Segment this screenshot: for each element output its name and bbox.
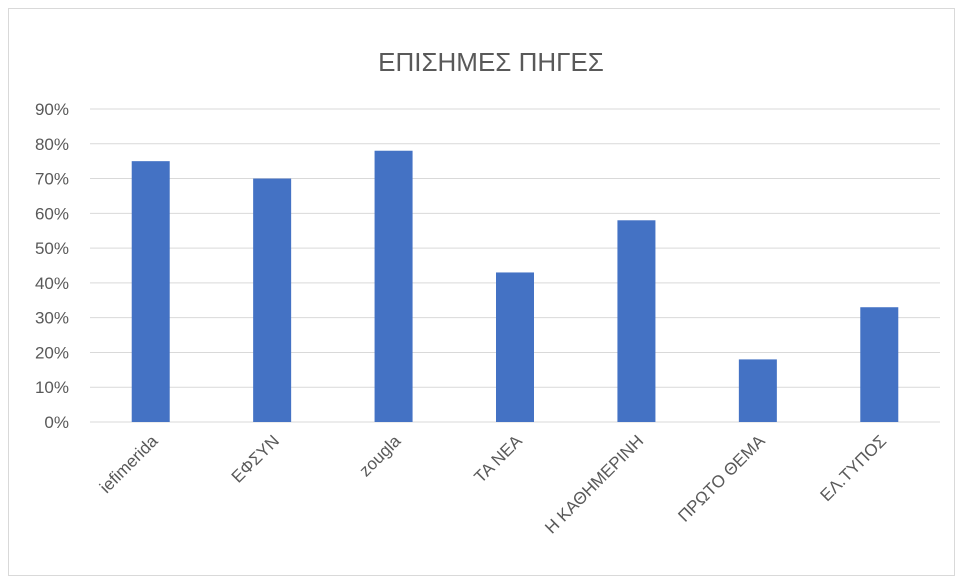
x-category-label: ΤΑ ΝΕΑ bbox=[471, 431, 527, 487]
x-axis-labels: iefimerida ΕΦΣΥΝ zougla ΤΑ ΝΕΑ Η ΚΑΘΗΜΕΡΙΝΗ Π… bbox=[96, 431, 890, 537]
x-category-label: ΕΛ.ΤΥΠΟΣ bbox=[816, 431, 890, 505]
y-tick-label: 40% bbox=[35, 274, 69, 293]
bar bbox=[860, 307, 899, 422]
y-tick-label: 10% bbox=[35, 378, 69, 397]
y-tick-label: 60% bbox=[35, 204, 69, 223]
y-tick-label: 0% bbox=[44, 413, 69, 432]
y-tick-label: 90% bbox=[35, 100, 69, 119]
y-tick-label: 50% bbox=[35, 239, 69, 258]
y-tick-label: 80% bbox=[35, 135, 69, 154]
bar bbox=[374, 150, 413, 422]
y-axis-ticks: 0% 10% 20% 30% 40% 50% 60% 70% 80% 90% bbox=[35, 100, 69, 432]
y-tick-label: 20% bbox=[35, 343, 69, 362]
chart-frame: ΕΠΙΣΗΜΕΣ ΠΗΓΕΣ 0% 10% 20% 30% 40% 50% 60% 70% 80… bbox=[8, 8, 955, 576]
chart-title: ΕΠΙΣΗΜΕΣ ΠΗΓΕΣ bbox=[378, 47, 604, 77]
bar bbox=[738, 359, 777, 422]
x-category-label: iefimerida bbox=[96, 431, 162, 497]
x-category-label: ΕΦΣΥΝ bbox=[228, 431, 283, 486]
bar-chart: ΕΠΙΣΗΜΕΣ ΠΗΓΕΣ 0% 10% 20% 30% 40% 50% 60% 70% 80… bbox=[35, 47, 940, 537]
y-tick-label: 70% bbox=[35, 170, 69, 189]
bar bbox=[496, 272, 534, 422]
bar bbox=[617, 220, 656, 422]
bar bbox=[253, 178, 292, 422]
y-tick-label: 30% bbox=[35, 309, 69, 328]
bars bbox=[131, 150, 899, 422]
bar bbox=[131, 161, 170, 422]
x-category-label: ΠΡΩΤΟ ΘΕΜΑ bbox=[674, 431, 769, 526]
x-category-label: zougla bbox=[356, 431, 405, 480]
x-category-label: Η ΚΑΘΗΜΕΡΙΝΗ bbox=[541, 431, 647, 537]
